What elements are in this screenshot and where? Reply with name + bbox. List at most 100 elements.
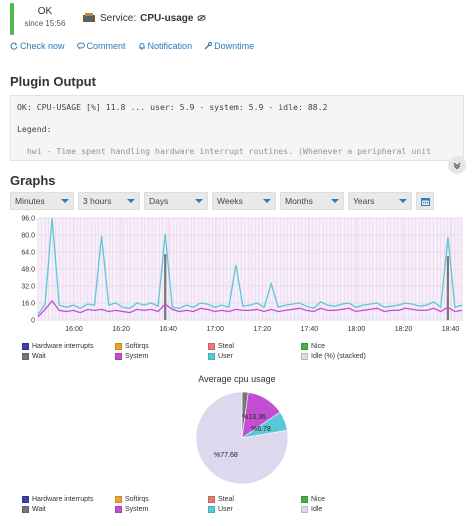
legend-item[interactable]: Idle (%) (stacked) <box>301 352 394 360</box>
service-prefix: Service: <box>100 12 137 24</box>
plugin-output-line: OK: CPU-USAGE [%] 11.8 ... user: 5.9 - s… <box>17 102 328 112</box>
avg-cpu-pie-svg <box>195 391 289 485</box>
select-weeks[interactable]: Weeks <box>212 192 276 210</box>
legend-item[interactable]: Softirqs <box>115 495 208 503</box>
notification-button[interactable]: Notification <box>138 41 193 51</box>
cpu-usage-chart-svg: 96.0 80.0 64.0 48.0 32.0 16.0 0 16:00 16:20 16:40… <box>21 216 463 333</box>
legend-swatch <box>208 342 215 350</box>
legend-item[interactable]: Idle <box>301 505 394 513</box>
cpu-usage-chart[interactable]: 96.0 80.0 64.0 48.0 32.0 16.0 0 16:00 16:20 16:40… <box>0 212 474 340</box>
pie-slice-idle[interactable] <box>195 391 289 485</box>
legend-swatch <box>301 505 308 513</box>
service-title: Service: CPU-usage <box>82 12 207 24</box>
cpu-icon <box>83 13 95 22</box>
legend-row: Wait System User Idle (%) (stacked) <box>22 351 394 361</box>
legend-item[interactable]: Hardware interrupts <box>22 495 115 503</box>
legend-swatch <box>115 495 122 503</box>
pie-label-idle: %77.68 <box>214 452 238 459</box>
caret-down-icon <box>263 199 271 203</box>
legend-label: Wait <box>32 505 46 513</box>
eye-slash-icon[interactable] <box>197 14 207 22</box>
expand-output-button[interactable] <box>448 156 466 174</box>
legend-row: Hardware interrupts Softirqs Steal Nice <box>22 341 394 351</box>
legend-item[interactable]: Wait <box>22 505 115 513</box>
legend-label: Softirqs <box>125 495 149 503</box>
legend-swatch <box>22 505 29 513</box>
legend-swatch <box>208 495 215 503</box>
legend-item[interactable]: User <box>208 352 301 360</box>
x-tick-label: 17:00 <box>206 326 224 333</box>
legend-swatch <box>115 505 122 513</box>
refresh-icon <box>10 42 18 50</box>
legend-swatch <box>22 495 29 503</box>
y-tick-label: 96.0 <box>21 216 35 223</box>
legend-swatch <box>208 352 215 360</box>
select-days[interactable]: Days <box>144 192 208 210</box>
graphs-heading: Graphs <box>10 173 56 188</box>
select-minutes-label: Minutes <box>15 196 45 206</box>
series-line-user <box>37 217 463 316</box>
legend-swatch <box>208 505 215 513</box>
service-name[interactable]: CPU-usage <box>140 12 194 24</box>
bell-icon <box>138 43 145 50</box>
legend-swatch <box>301 342 308 350</box>
legend-row: Hardware interrupts Softirqs Steal Nice <box>22 494 394 504</box>
select-months[interactable]: Months <box>280 192 344 210</box>
comment-icon <box>76 42 85 50</box>
select-weeks-label: Weeks <box>217 196 243 206</box>
status-block: OK since 15:56 <box>22 6 68 28</box>
x-tick-label: 16:40 <box>159 326 177 333</box>
legend-label: Idle (%) (stacked) <box>311 352 366 360</box>
x-tick-label: 17:40 <box>301 326 319 333</box>
legend-label: Wait <box>32 352 46 360</box>
status-since: since 15:56 <box>24 19 66 28</box>
comment-label: Comment <box>86 41 126 51</box>
downtime-button[interactable]: Downtime <box>204 41 254 51</box>
legend-item[interactable]: Nice <box>301 342 394 350</box>
legend-item[interactable]: System <box>115 505 208 513</box>
comment-button[interactable]: Comment <box>76 41 126 51</box>
chart-legend: Hardware interrupts Softirqs Steal Nice Wait… <box>22 341 394 361</box>
pie-chart-title: Average cpu usage <box>198 374 276 384</box>
legend-item[interactable]: Steal <box>208 495 301 503</box>
select-years[interactable]: Years <box>348 192 412 210</box>
legend-item[interactable]: Steal <box>208 342 301 350</box>
legend-label: Hardware interrupts <box>32 342 94 350</box>
select-years-label: Years <box>353 196 375 206</box>
legend-item[interactable]: Wait <box>22 352 115 360</box>
legend-item[interactable]: Nice <box>301 495 394 503</box>
legend-label: Nice <box>311 495 326 503</box>
legend-row: Wait System User Idle <box>22 504 394 514</box>
calendar-button[interactable] <box>416 192 434 210</box>
legend-item[interactable]: User <box>208 505 301 513</box>
legend-item[interactable]: Softirqs <box>115 342 208 350</box>
select-3-hours-label: 3 hours <box>83 196 112 206</box>
x-tick-label: 18:40 <box>442 326 460 333</box>
select-months-label: Months <box>285 196 313 206</box>
caret-down-icon <box>195 199 203 203</box>
legend-label: Hardware interrupts <box>32 495 94 503</box>
chevron-down-icon <box>453 162 461 169</box>
notification-label: Notification <box>147 41 193 51</box>
select-3-hours[interactable]: 3 hours <box>78 192 140 210</box>
status-indicator <box>10 3 14 35</box>
graph-range-toolbar: Minutes 3 hours Days Weeks Months Years <box>10 192 434 210</box>
x-tick-label: 18:00 <box>348 326 366 333</box>
y-tick-label: 0 <box>31 318 35 325</box>
legend-label: Softirqs <box>125 342 149 350</box>
check-now-button[interactable]: Check now <box>10 41 65 51</box>
service-actions: Check now Comment Notification Downtime <box>10 41 254 51</box>
legend-label: Idle <box>311 505 323 513</box>
y-tick-label: 64.0 <box>21 250 35 257</box>
pie-label-user: %6.78 <box>251 426 271 433</box>
caret-down-icon <box>399 199 407 203</box>
select-minutes[interactable]: Minutes <box>10 192 74 210</box>
avg-cpu-pie-chart[interactable]: %13.36 %6.78 %77.68 <box>194 390 290 486</box>
caret-down-icon <box>61 199 69 203</box>
caret-down-icon <box>331 199 339 203</box>
legend-item[interactable]: Hardware interrupts <box>22 342 115 350</box>
legend-swatch <box>22 342 29 350</box>
x-tick-label: 16:20 <box>112 326 130 333</box>
legend-item[interactable]: System <box>115 352 208 360</box>
y-tick-label: 48.0 <box>21 267 35 274</box>
